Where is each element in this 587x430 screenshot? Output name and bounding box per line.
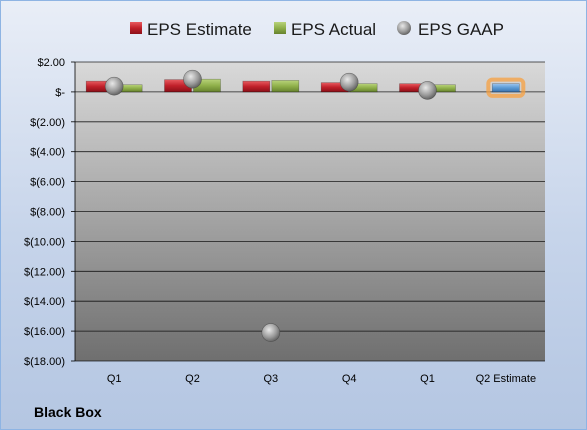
x-category-label: Q2	[185, 373, 200, 385]
y-tick-label: $(18.00)	[24, 356, 65, 368]
x-category-label: Q4	[342, 373, 357, 385]
y-tick-label: $(14.00)	[24, 296, 65, 308]
legend: EPS Estimate EPS Actual EPS GAAP	[130, 20, 504, 39]
x-category-label: Q3	[263, 373, 278, 385]
legend-item-gaap: EPS GAAP	[397, 20, 504, 39]
y-tick-label: $-	[55, 87, 65, 99]
legend-swatch-gaap	[397, 21, 411, 35]
legend-item-estimate: EPS Estimate	[130, 20, 252, 39]
point-eps-gaap	[104, 76, 124, 96]
x-category-label: Q1	[107, 373, 122, 385]
bar-q2-estimate	[492, 83, 520, 93]
x-category-label: Q1	[420, 373, 435, 385]
point-eps-gaap	[183, 69, 202, 89]
point-eps-gaap	[418, 81, 437, 100]
y-tick-label: $(16.00)	[24, 326, 65, 338]
point-eps-gaap	[261, 323, 281, 342]
bar-eps-estimate	[242, 80, 271, 93]
y-tick-label: $2.00	[37, 57, 65, 69]
legend-label-gaap: EPS GAAP	[418, 20, 504, 39]
point-eps-gaap	[339, 72, 359, 92]
legend-swatch-estimate	[130, 22, 142, 34]
gaap-points	[104, 69, 437, 342]
gridlines	[75, 61, 545, 362]
legend-label-estimate: EPS Estimate	[147, 20, 252, 39]
company-name: Black Box	[34, 404, 102, 420]
x-category-label: Q2 Estimate	[476, 373, 537, 385]
q2-estimate-glow	[486, 77, 526, 98]
y-tick-label: $(4.00)	[30, 147, 65, 159]
bar-eps-actual	[271, 80, 300, 93]
legend-swatch-actual	[274, 22, 286, 34]
legend-item-actual: EPS Actual	[274, 20, 376, 39]
x-axis-categories: Q1 Q2 Q3 Q4 Q1 Q2 Estimate	[107, 373, 536, 385]
y-tick-label: $(8.00)	[30, 207, 65, 219]
legend-label-actual: EPS Actual	[291, 20, 376, 39]
y-tick-label: $(10.00)	[24, 236, 65, 248]
y-axis-ticks: $2.00 $- $(2.00) $(4.00) $(6.00) $(8.00) $(10.…	[24, 57, 76, 368]
y-tick-label: $(2.00)	[30, 117, 65, 129]
y-tick-label: $(6.00)	[30, 177, 65, 189]
y-tick-label: $(12.00)	[24, 266, 65, 278]
